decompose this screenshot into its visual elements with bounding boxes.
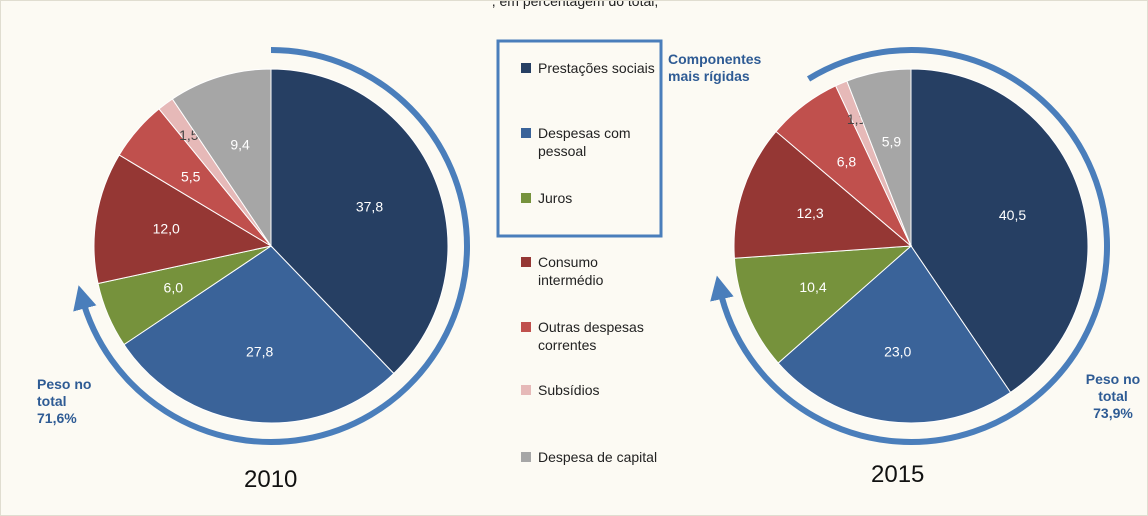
value-label: 6,8	[837, 154, 857, 170]
pie-slice	[733, 130, 913, 259]
value-label: 9,4	[230, 136, 250, 152]
value-label: 5,5	[181, 169, 201, 185]
legend-swatch	[521, 385, 531, 395]
legend-swatch	[521, 63, 531, 73]
rigid-box	[496, 39, 663, 238]
pie-slice	[171, 68, 272, 248]
pie-title: 2010	[244, 466, 298, 493]
value-label: 12,0	[153, 221, 180, 237]
value-label: 40,5	[999, 207, 1026, 223]
rigid-arc	[73, 47, 470, 445]
value-label: 5,9	[882, 134, 902, 150]
legend-label: Despesa de capital	[538, 449, 658, 465]
legend-label: Juros	[538, 190, 573, 206]
legend-swatch	[521, 193, 531, 203]
pie-slice	[93, 154, 273, 285]
value-label: 23,0	[884, 343, 911, 359]
rigid-arc	[710, 47, 1110, 445]
value-label: 37,8	[356, 198, 383, 214]
pie-slice	[777, 245, 1012, 424]
pie-slice	[733, 245, 913, 364]
legend-label: Outras despesas correntes	[538, 319, 644, 353]
pie-slice	[270, 68, 449, 375]
value-label: 10,4	[799, 279, 826, 295]
legend-swatch	[521, 452, 531, 462]
title: , em percentagem do total,	[491, 0, 659, 9]
value-label: 27,8	[246, 344, 273, 360]
legend-swatch	[521, 128, 531, 138]
pie-title: 2015	[871, 461, 925, 488]
legend-label: Prestações sociais	[538, 60, 655, 76]
legend-label: Consumo intermédio	[538, 254, 604, 288]
total-annotation: Peso no total 73,9%	[1085, 371, 1141, 421]
legend-swatch	[521, 257, 531, 267]
legend-swatch	[521, 322, 531, 332]
value-label: 12,3	[796, 205, 823, 221]
pie-slice	[910, 68, 1089, 394]
pie-slice	[123, 245, 395, 424]
total-annotation: Peso no total 71,6%	[37, 376, 92, 426]
legend-label: Despesas com pessoal	[538, 125, 631, 159]
value-label: 6,0	[164, 280, 184, 296]
pie-slice	[846, 68, 912, 247]
legend-annotation: Componentes mais rígidas	[668, 51, 762, 84]
legend-label: Subsídios	[538, 382, 600, 398]
